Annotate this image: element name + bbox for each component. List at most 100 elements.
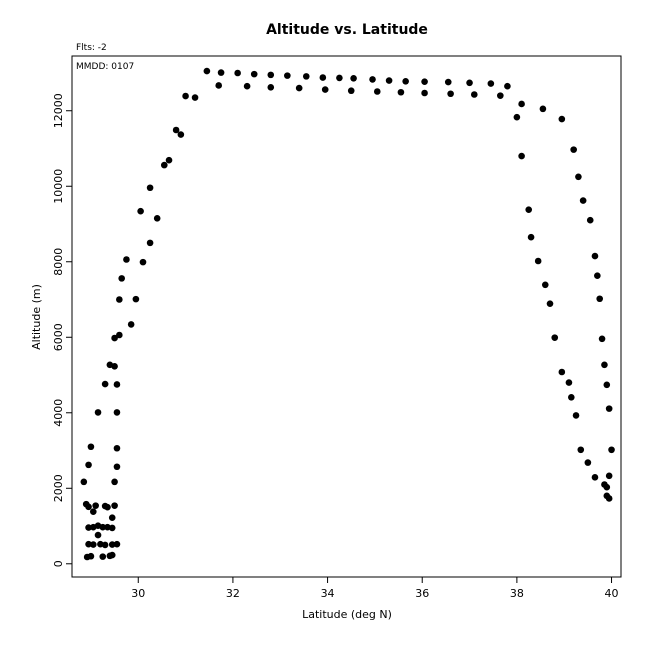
data-point (132, 295, 140, 303)
data-point (177, 131, 185, 138)
data-point (191, 94, 199, 101)
data-point (127, 321, 135, 328)
data-point (558, 115, 566, 123)
data-point (113, 409, 121, 416)
data-point (565, 379, 573, 386)
data-point (94, 531, 102, 539)
data-point (527, 233, 535, 241)
data-point (113, 444, 121, 452)
data-point (153, 215, 161, 222)
x-tick-label: 36 (415, 587, 429, 600)
data-point (586, 216, 594, 224)
data-point (369, 76, 376, 83)
data-point (605, 495, 613, 502)
data-point (347, 87, 355, 95)
data-point (101, 541, 109, 549)
data-point (373, 88, 381, 95)
data-point (137, 207, 144, 215)
y-tick-label: 6000 (52, 323, 65, 351)
data-point (421, 78, 428, 85)
data-point (146, 184, 154, 192)
data-point (85, 503, 92, 511)
data-point (123, 256, 130, 263)
data-points (80, 67, 615, 561)
data-point (402, 77, 409, 85)
data-point (444, 78, 452, 86)
data-point (608, 446, 615, 454)
data-point (591, 252, 599, 260)
data-point (87, 552, 95, 560)
data-point (111, 502, 118, 509)
data-point (116, 296, 123, 303)
data-point (108, 541, 116, 548)
data-point (570, 146, 577, 153)
x-tick-label: 30 (131, 587, 145, 600)
data-point (89, 508, 97, 515)
data-point (513, 113, 521, 121)
y-tick-label: 0 (52, 560, 65, 567)
data-point (87, 443, 95, 451)
data-point (99, 523, 107, 531)
data-point (172, 126, 180, 134)
data-point (336, 74, 343, 82)
data-point (594, 272, 601, 280)
data-point (350, 74, 357, 82)
data-point (267, 71, 275, 79)
y-tick-label: 12000 (52, 93, 65, 128)
data-point (397, 88, 405, 96)
y-tick-label: 4000 (52, 399, 65, 427)
data-point (89, 541, 97, 548)
data-point (539, 105, 547, 113)
data-point (116, 331, 123, 339)
data-point (319, 74, 327, 81)
data-point (101, 380, 109, 388)
data-point (80, 478, 88, 486)
data-point (94, 409, 102, 416)
data-point (85, 461, 92, 469)
data-point (487, 80, 495, 87)
data-point (518, 152, 525, 160)
data-point (504, 82, 511, 90)
data-point (160, 161, 168, 169)
data-point (584, 459, 592, 466)
data-point (217, 69, 225, 76)
data-point (113, 540, 121, 548)
x-axis: 30 32 34 36 38 40 (131, 576, 619, 600)
data-point (295, 84, 303, 92)
plot-frame (71, 55, 622, 578)
data-point (182, 92, 189, 100)
data-point (385, 77, 393, 84)
y-tick-label: 8000 (52, 248, 65, 276)
chart-title: Altitude vs. Latitude (266, 22, 428, 38)
data-point (284, 72, 291, 79)
data-point (596, 295, 604, 303)
data-point (470, 91, 478, 98)
data-point (497, 92, 504, 99)
data-point (99, 553, 107, 560)
data-point (541, 281, 549, 289)
data-point (601, 361, 608, 369)
data-point (165, 156, 173, 164)
data-point (108, 551, 116, 559)
data-point (466, 79, 473, 87)
data-point (551, 334, 559, 341)
y-axis-label: Altitude (m) (30, 284, 43, 350)
data-point (579, 197, 587, 204)
data-point (85, 540, 92, 548)
data-point (605, 472, 613, 480)
data-point (92, 502, 99, 509)
data-point (568, 393, 575, 401)
data-point (575, 173, 582, 181)
x-tick-label: 40 (605, 587, 619, 600)
data-point (104, 503, 111, 511)
data-point (447, 90, 454, 98)
data-point (302, 73, 310, 80)
data-point (534, 257, 542, 265)
data-point (572, 412, 580, 419)
data-point (525, 206, 533, 213)
y-tick-label: 10000 (52, 169, 65, 204)
y-axis: 0 2000 4000 6000 8000 10000 12000 (52, 93, 73, 567)
x-tick-label: 38 (510, 587, 524, 600)
data-point (598, 335, 606, 343)
date-annotation: MMDD: 0107 (76, 62, 134, 72)
